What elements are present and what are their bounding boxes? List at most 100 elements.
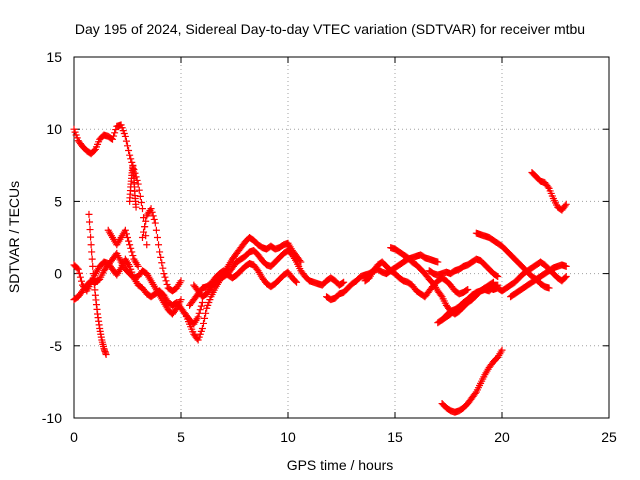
data-point bbox=[76, 273, 84, 281]
data-point bbox=[141, 223, 149, 231]
data-point bbox=[87, 241, 95, 249]
data-point bbox=[194, 313, 202, 321]
series-arc-12 bbox=[361, 258, 472, 301]
data-point bbox=[110, 132, 118, 140]
plot-frame bbox=[73, 56, 610, 419]
data-point bbox=[498, 346, 506, 354]
data-point bbox=[152, 226, 160, 234]
series-arc-7 bbox=[70, 249, 185, 318]
data-point bbox=[138, 205, 146, 213]
data-point bbox=[126, 241, 134, 249]
series-arc-17 bbox=[472, 229, 553, 292]
data-point bbox=[196, 306, 204, 314]
data-point bbox=[293, 278, 301, 286]
x-tick-label: 15 bbox=[387, 429, 403, 445]
data-point bbox=[125, 237, 133, 245]
data-point bbox=[127, 244, 135, 252]
data-point bbox=[75, 269, 83, 277]
data-point bbox=[140, 228, 148, 236]
data-point bbox=[464, 285, 472, 293]
data-point bbox=[122, 230, 130, 238]
data-point bbox=[90, 146, 98, 154]
data-point bbox=[197, 302, 205, 310]
data-point bbox=[121, 132, 129, 140]
data-point bbox=[158, 259, 166, 267]
data-point bbox=[340, 278, 348, 286]
data-point bbox=[126, 151, 134, 159]
x-tick-label: 5 bbox=[177, 429, 185, 445]
data-point bbox=[112, 126, 120, 134]
data-point bbox=[73, 264, 81, 272]
data-point bbox=[434, 258, 442, 266]
data-point bbox=[102, 350, 110, 358]
series-arc-16 bbox=[425, 255, 502, 280]
series-arc-20 bbox=[438, 346, 506, 416]
series-arc-4 bbox=[104, 226, 142, 270]
data-point bbox=[88, 255, 96, 263]
data-point bbox=[202, 309, 210, 317]
x-tick-label: 10 bbox=[280, 429, 296, 445]
data-point bbox=[134, 180, 142, 188]
data-point bbox=[127, 155, 135, 163]
data-point bbox=[339, 279, 347, 287]
data-point bbox=[86, 218, 94, 226]
data-point bbox=[137, 198, 145, 206]
data-point bbox=[147, 205, 155, 213]
data-point bbox=[149, 212, 157, 220]
series-arc-10 bbox=[186, 259, 301, 309]
data-point bbox=[88, 248, 96, 256]
grid-lines bbox=[74, 57, 609, 418]
data-point bbox=[493, 272, 501, 280]
data-point bbox=[291, 277, 299, 285]
data-point bbox=[138, 234, 146, 241]
data-point bbox=[471, 389, 479, 397]
data-point bbox=[124, 234, 131, 241]
y-tick-label: -10 bbox=[42, 410, 62, 426]
data-point bbox=[109, 135, 117, 143]
series-arc-2 bbox=[126, 161, 140, 211]
data-point bbox=[153, 234, 161, 241]
data-point bbox=[177, 277, 185, 285]
y-tick-label: 10 bbox=[46, 121, 62, 137]
data-point bbox=[157, 253, 165, 261]
data-point bbox=[561, 274, 569, 282]
y-tick-label: -5 bbox=[50, 338, 63, 354]
data-point bbox=[544, 183, 552, 191]
series-arc-5 bbox=[138, 205, 185, 295]
data-point bbox=[199, 319, 207, 327]
data-point bbox=[121, 226, 129, 234]
data-point bbox=[151, 219, 159, 227]
data-point bbox=[129, 252, 137, 260]
series-arc-15 bbox=[434, 281, 502, 327]
data-point bbox=[201, 314, 209, 322]
data-point bbox=[161, 273, 169, 281]
data-point bbox=[122, 137, 130, 145]
data-point bbox=[561, 202, 569, 210]
data-point bbox=[86, 226, 94, 234]
data-point bbox=[172, 306, 180, 314]
series-arc-19 bbox=[528, 169, 570, 214]
data-point bbox=[150, 215, 158, 223]
y-axis-label: SDTVAR / TECUs bbox=[6, 181, 22, 293]
data-point bbox=[177, 296, 185, 304]
data-point bbox=[195, 309, 203, 317]
data-point bbox=[143, 241, 151, 249]
data-point bbox=[124, 142, 131, 150]
data-point bbox=[494, 272, 502, 280]
data-point bbox=[545, 284, 553, 292]
y-tick-label: 0 bbox=[54, 266, 62, 282]
data-point bbox=[198, 324, 206, 332]
data-point bbox=[125, 146, 133, 154]
series-arc-18 bbox=[507, 261, 570, 301]
data-point bbox=[156, 248, 164, 256]
data-point bbox=[437, 291, 445, 299]
data-point bbox=[562, 200, 570, 208]
data-point bbox=[142, 217, 150, 225]
data-point bbox=[87, 233, 95, 241]
data-point bbox=[132, 203, 140, 211]
x-tick-label: 25 bbox=[601, 429, 617, 445]
data-point bbox=[74, 265, 82, 273]
data-point bbox=[136, 192, 144, 200]
y-tick-label: 15 bbox=[46, 49, 62, 65]
data-point bbox=[494, 281, 502, 289]
